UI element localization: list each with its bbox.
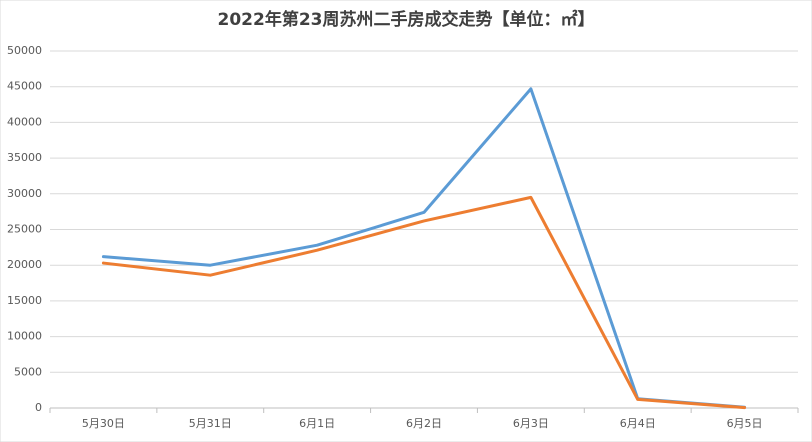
x-tick-label: 6月3日 (513, 417, 549, 430)
y-tick-label: 45000 (7, 80, 42, 93)
y-tick-label: 10000 (7, 330, 42, 343)
y-tick-label: 50000 (7, 44, 42, 57)
x-tick-label: 6月2日 (406, 417, 442, 430)
y-tick-label: 25000 (7, 223, 42, 236)
series-line (101, 195, 747, 410)
y-tick-label: 20000 (7, 258, 42, 271)
x-tick-label: 6月5日 (727, 417, 763, 430)
y-tick-label: 40000 (7, 115, 42, 128)
y-tick-label: 0 (35, 401, 42, 414)
x-tick-label: 5月31日 (189, 417, 232, 430)
y-tick-label: 35000 (7, 151, 42, 164)
x-tick-label: 5月30日 (82, 417, 125, 430)
y-tick-label: 5000 (14, 365, 42, 378)
y-tick-label: 30000 (7, 187, 42, 200)
y-tick-label: 15000 (7, 294, 42, 307)
chart-title: 2022年第23周苏州二手房成交走势【单位：㎡】 (218, 9, 595, 30)
x-tick-label: 6月4日 (620, 417, 656, 430)
x-tick-label: 6月1日 (299, 417, 335, 430)
